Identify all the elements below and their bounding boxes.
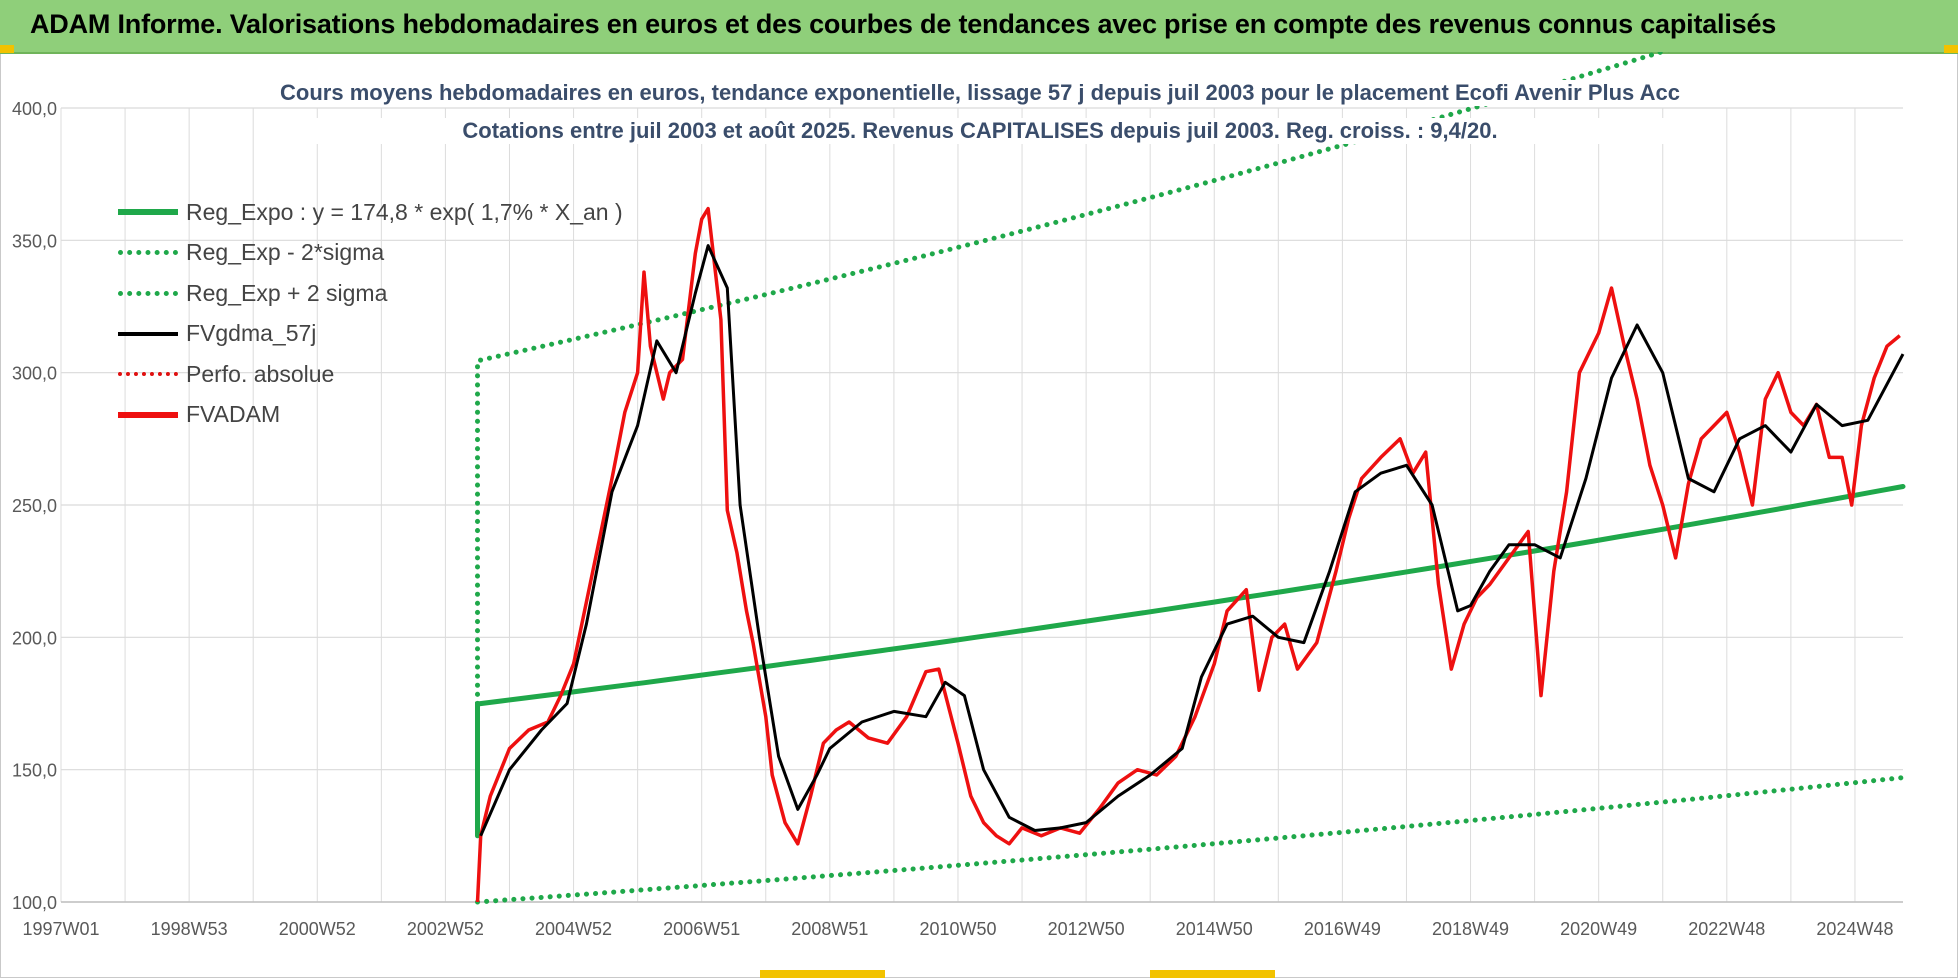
chart-legend: Reg_Expo : y = 174,8 * exp( 1,7% * X_an … bbox=[118, 192, 623, 435]
series-line-reg-expo bbox=[475, 484, 1906, 839]
legend-swatch-solid-green bbox=[118, 209, 178, 216]
y-tick-label: 350,0 bbox=[12, 231, 57, 251]
x-tick-label: 2000W52 bbox=[279, 919, 356, 939]
x-tick-label: 1997W01 bbox=[22, 919, 99, 939]
chart-title-line2: Cotations entre juil 2003 et août 2025. … bbox=[255, 118, 1705, 144]
x-tick-label: 2002W52 bbox=[407, 919, 484, 939]
y-tick-label: 250,0 bbox=[12, 496, 57, 516]
legend-swatch-dotted-red bbox=[118, 372, 178, 377]
x-tick-label: 2014W50 bbox=[1176, 919, 1253, 939]
legend-label: Reg_Exp - 2*sigma bbox=[186, 239, 385, 266]
page-title: ADAM Informe. Valorisations hebdomadaire… bbox=[30, 9, 1777, 39]
header-bar: ADAM Informe. Valorisations hebdomadaire… bbox=[0, 0, 1958, 54]
legend-item-reg-exp-minus: Reg_Exp - 2*sigma bbox=[118, 233, 623, 274]
x-tick-label: 2010W50 bbox=[919, 919, 996, 939]
corner-marker-left bbox=[0, 45, 14, 53]
legend-swatch-dotted-green bbox=[118, 250, 178, 256]
legend-label: Perfo. absolue bbox=[186, 360, 335, 387]
y-tick-label: 100,0 bbox=[12, 893, 57, 913]
legend-swatch-black bbox=[118, 331, 178, 336]
bottom-marker bbox=[760, 970, 885, 978]
x-tick-label: 2004W52 bbox=[535, 919, 612, 939]
series-line-reg-exp-minus-2sigma bbox=[475, 775, 1906, 905]
y-tick-label: 300,0 bbox=[12, 364, 57, 384]
series-line-reg-exp-plus-2sigma bbox=[475, 52, 1670, 706]
series-line-fvgdma-57j bbox=[479, 244, 1905, 837]
x-tick-label: 2020W49 bbox=[1560, 919, 1637, 939]
x-tick-label: 2008W51 bbox=[791, 919, 868, 939]
legend-item-perfo: Perfo. absolue bbox=[118, 354, 623, 395]
legend-label: Reg_Exp + 2 sigma bbox=[186, 279, 388, 306]
legend-label: FVADAM bbox=[186, 401, 281, 428]
bottom-marker bbox=[1150, 970, 1275, 978]
legend-item-reg-expo: Reg_Expo : y = 174,8 * exp( 1,7% * X_an … bbox=[118, 192, 623, 233]
x-tick-label: 2012W50 bbox=[1048, 919, 1125, 939]
legend-item-fvadam: FVADAM bbox=[118, 395, 623, 436]
legend-label: FVgdma_57j bbox=[186, 320, 317, 347]
x-tick-label: 2016W49 bbox=[1304, 919, 1381, 939]
legend-swatch-red bbox=[118, 411, 178, 418]
legend-swatch-dotted-green bbox=[118, 290, 178, 296]
chart-plot: 100,0 150,0 200,0 250,0 300,0 350,0 400,0 1997W… bbox=[12, 52, 1906, 939]
x-tick-label: 2018W49 bbox=[1432, 919, 1509, 939]
chart-title-line1: Cours moyens hebdomadaires en euros, ten… bbox=[255, 80, 1705, 106]
legend-item-fvgdma: FVgdma_57j bbox=[118, 314, 623, 355]
y-tick-label: 150,0 bbox=[12, 761, 57, 781]
y-tick-label: 200,0 bbox=[12, 628, 57, 648]
x-tick-label: 2006W51 bbox=[663, 919, 740, 939]
x-tick-label: 2022W48 bbox=[1688, 919, 1765, 939]
legend-item-reg-exp-plus: Reg_Exp + 2 sigma bbox=[118, 273, 623, 314]
x-tick-label: 2024W48 bbox=[1816, 919, 1893, 939]
corner-marker-right bbox=[1944, 45, 1958, 53]
x-tick-label: 1998W53 bbox=[151, 919, 228, 939]
legend-label: Reg_Expo : y = 174,8 * exp( 1,7% * X_an … bbox=[186, 198, 623, 225]
y-tick-label: 400,0 bbox=[12, 99, 57, 119]
